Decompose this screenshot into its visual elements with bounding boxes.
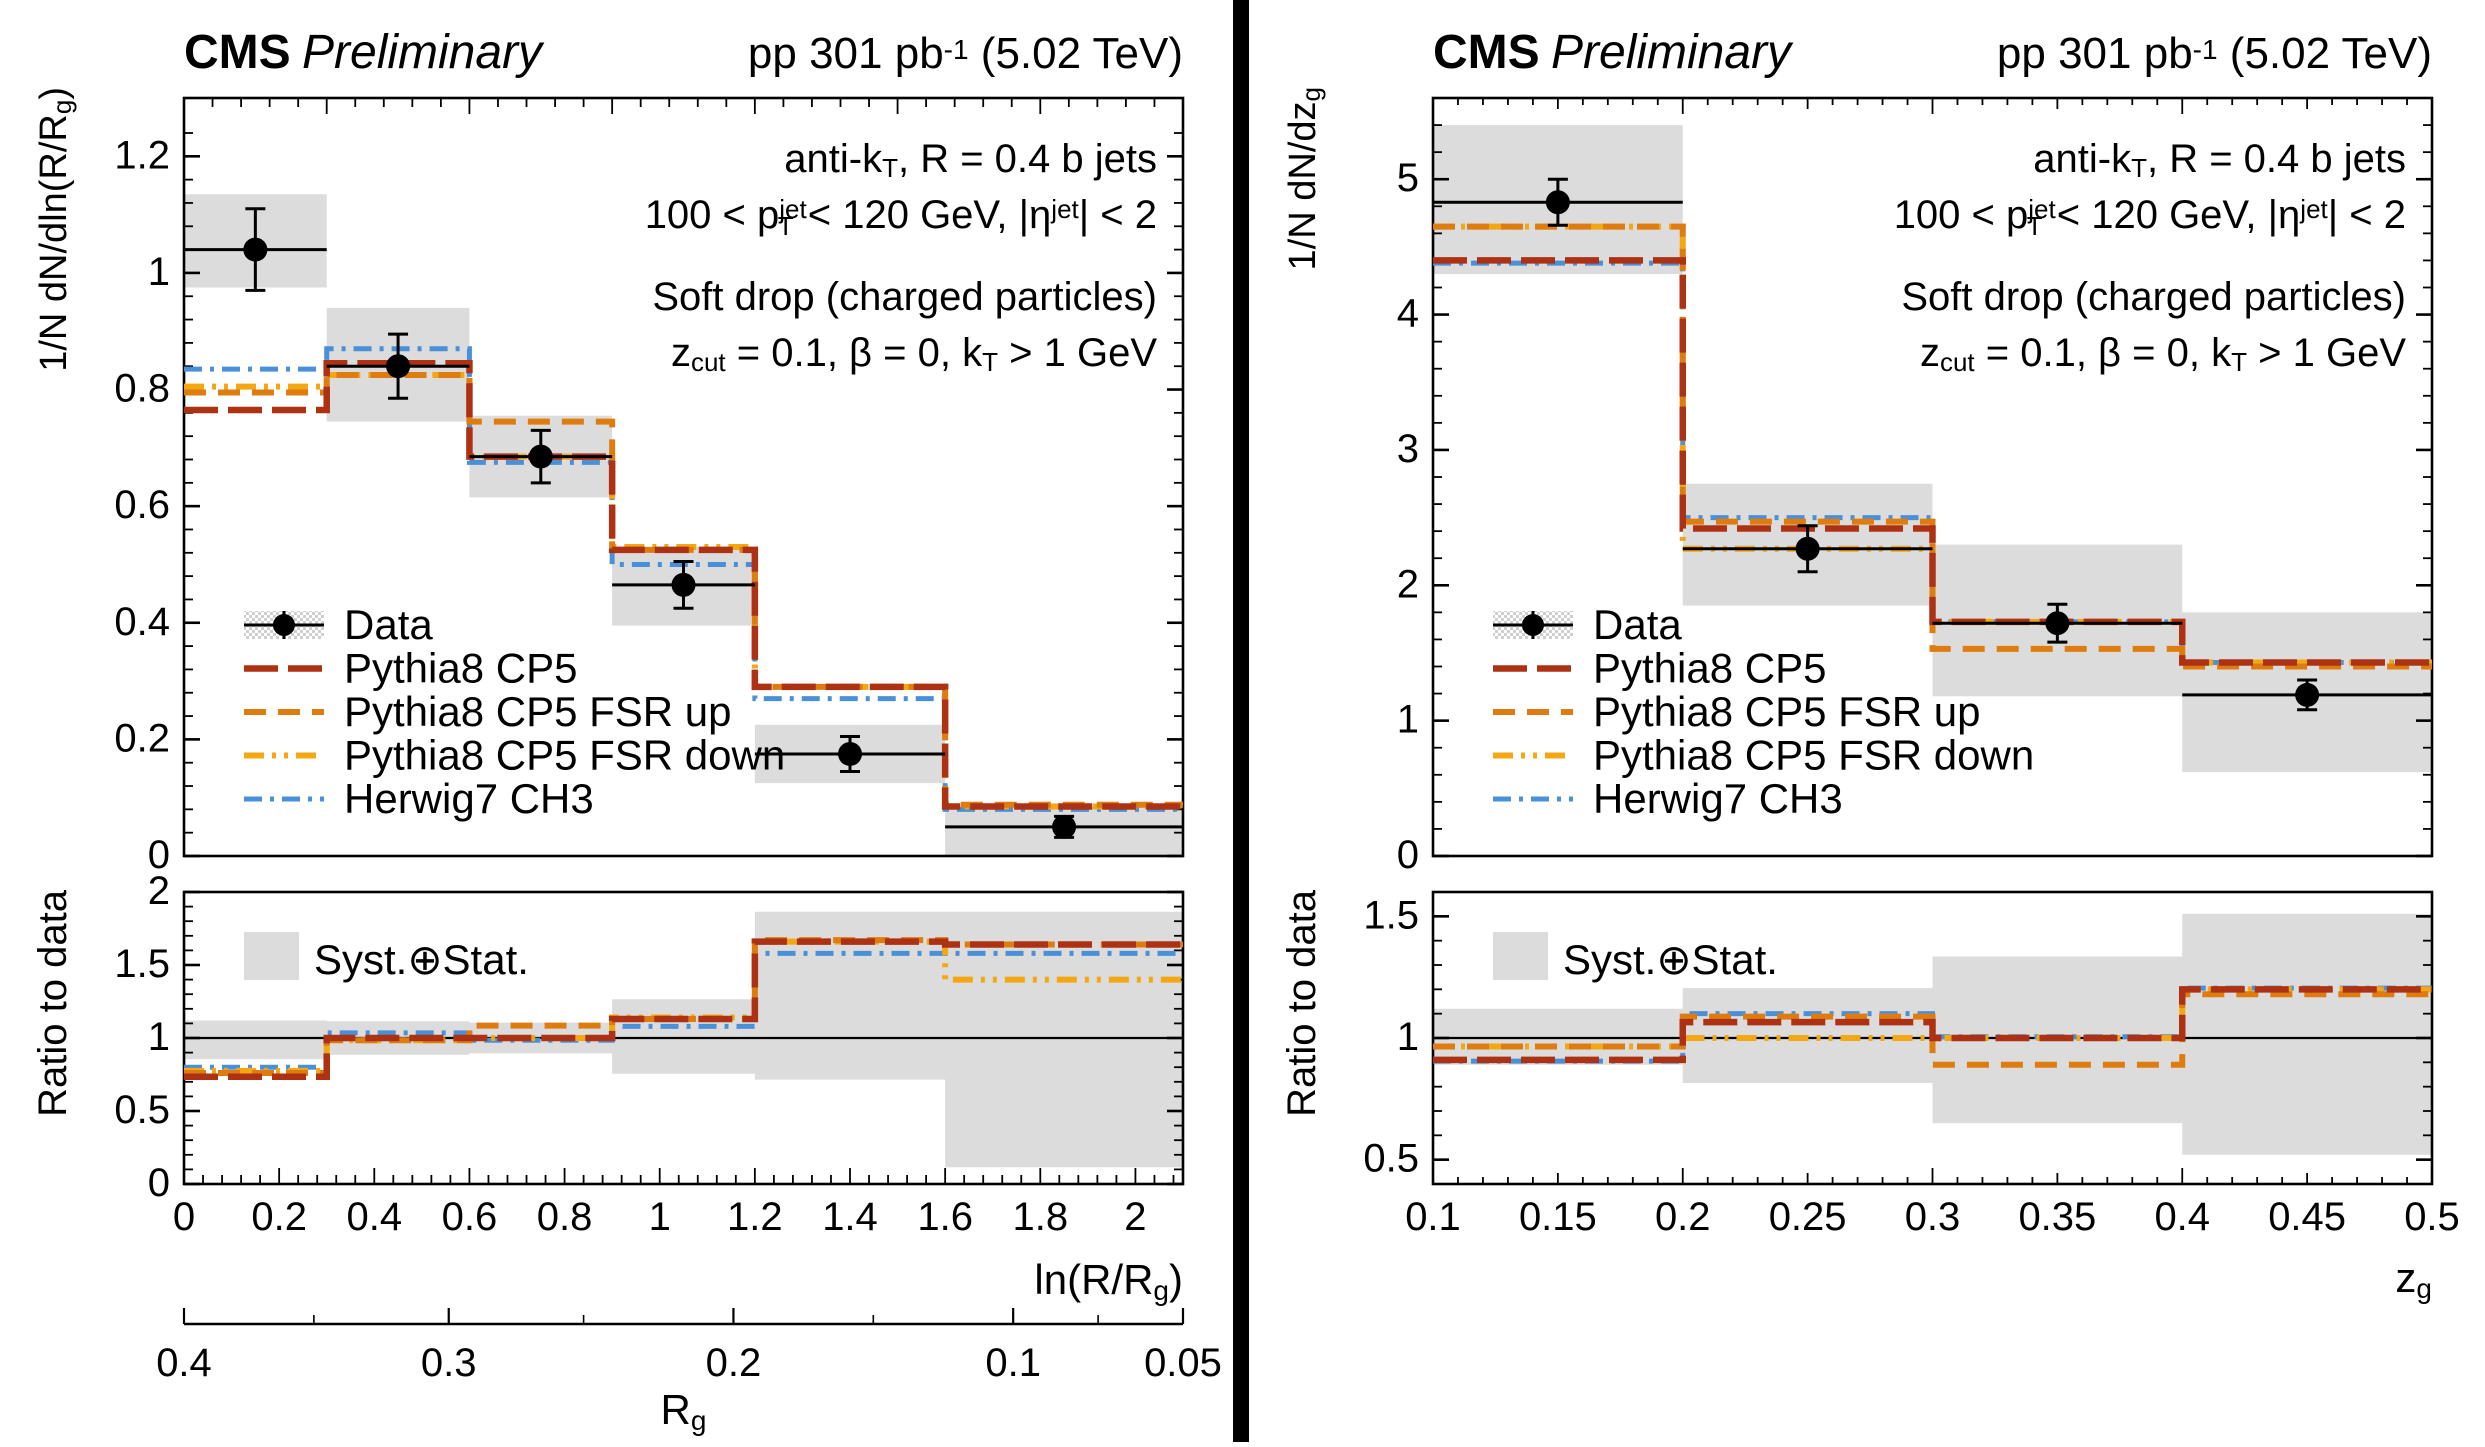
svg-text:Preliminary: Preliminary — [1551, 26, 1794, 79]
svg-text:0.25: 0.25 — [1769, 1195, 1847, 1239]
svg-text:CMS: CMS — [1433, 26, 1540, 79]
svg-text:Soft drop (charged particles): Soft drop (charged particles) — [1901, 275, 2406, 319]
svg-text:anti-kT, R = 0.4 b jets: anti-kT, R = 0.4 b jets — [2033, 137, 2406, 183]
svg-text:0.6: 0.6 — [114, 483, 170, 527]
svg-text:0.5: 0.5 — [114, 1088, 170, 1132]
svg-text:Pythia8 CP5 FSR up: Pythia8 CP5 FSR up — [1593, 688, 1981, 735]
svg-text:1: 1 — [1397, 698, 1419, 742]
svg-text:Pythia8 CP5 FSR up: Pythia8 CP5 FSR up — [344, 688, 732, 735]
svg-text:0.2: 0.2 — [1655, 1195, 1711, 1239]
svg-text:0.1: 0.1 — [985, 1341, 1041, 1385]
svg-text:Pythia8 CP5 FSR down: Pythia8 CP5 FSR down — [344, 732, 785, 779]
svg-text:0.05: 0.05 — [1144, 1341, 1222, 1385]
svg-text:Pythia8 CP5: Pythia8 CP5 — [344, 645, 577, 692]
svg-text:1.2: 1.2 — [114, 133, 170, 177]
svg-text:0.15: 0.15 — [1519, 1195, 1597, 1239]
svg-text:1: 1 — [148, 250, 170, 294]
svg-text:Syst.⊕Stat.: Syst.⊕Stat. — [1563, 936, 1778, 983]
svg-text:2: 2 — [1124, 1195, 1146, 1239]
svg-text:1.6: 1.6 — [917, 1195, 973, 1239]
svg-text:0.8: 0.8 — [114, 367, 170, 411]
svg-text:Pythia8 CP5: Pythia8 CP5 — [1593, 645, 1826, 692]
svg-text:Ratio to data: Ratio to data — [31, 889, 75, 1117]
svg-text:1: 1 — [1397, 1015, 1419, 1059]
svg-text:Ratio to data: Ratio to data — [1280, 889, 1324, 1117]
svg-text:0.5: 0.5 — [2404, 1195, 2460, 1239]
svg-text:0.8: 0.8 — [537, 1195, 593, 1239]
svg-text:Herwig7 CH3: Herwig7 CH3 — [1593, 775, 1843, 822]
svg-text:0: 0 — [1397, 833, 1419, 877]
svg-text:0.3: 0.3 — [421, 1341, 477, 1385]
svg-text:1/N dN/dzg: 1/N dN/dzg — [1282, 87, 1326, 270]
svg-text:0.6: 0.6 — [442, 1195, 498, 1239]
svg-text:0.4: 0.4 — [346, 1195, 402, 1239]
svg-text:zcut = 0.1, β = 0, kT > 1 GeV: zcut = 0.1, β = 0, kT > 1 GeV — [671, 331, 1157, 377]
svg-text:1.5: 1.5 — [1363, 893, 1419, 937]
svg-text:Syst.⊕Stat.: Syst.⊕Stat. — [314, 936, 529, 983]
svg-text:0.35: 0.35 — [2018, 1195, 2096, 1239]
svg-text:0.4: 0.4 — [114, 600, 170, 644]
svg-text:1.4: 1.4 — [822, 1195, 878, 1239]
svg-text:0: 0 — [173, 1195, 195, 1239]
svg-text:Data: Data — [344, 601, 433, 648]
svg-text:1: 1 — [148, 1015, 170, 1059]
svg-text:3: 3 — [1397, 427, 1419, 471]
svg-text:0.2: 0.2 — [706, 1341, 762, 1385]
svg-text:1: 1 — [649, 1195, 671, 1239]
svg-text:anti-kT, R = 0.4 b jets: anti-kT, R = 0.4 b jets — [784, 137, 1157, 183]
svg-text:0.4: 0.4 — [156, 1341, 212, 1385]
svg-text:1.2: 1.2 — [727, 1195, 783, 1239]
svg-text:0.4: 0.4 — [2154, 1195, 2210, 1239]
svg-text:1/N dN/dln(R/Rg): 1/N dN/dln(R/Rg) — [33, 87, 77, 372]
svg-text:2: 2 — [1397, 562, 1419, 606]
svg-text:5: 5 — [1397, 156, 1419, 200]
svg-text:4: 4 — [1397, 292, 1419, 336]
svg-text:Preliminary: Preliminary — [302, 26, 545, 79]
svg-text:Data: Data — [1593, 601, 1682, 648]
svg-text:1.5: 1.5 — [114, 942, 170, 986]
svg-text:1.8: 1.8 — [1012, 1195, 1068, 1239]
svg-text:Herwig7 CH3: Herwig7 CH3 — [344, 775, 594, 822]
svg-text:Soft drop (charged particles): Soft drop (charged particles) — [652, 275, 1157, 319]
svg-text:0.3: 0.3 — [1905, 1195, 1961, 1239]
svg-text:0.1: 0.1 — [1405, 1195, 1461, 1239]
svg-text:0.45: 0.45 — [2268, 1195, 2346, 1239]
svg-text:2: 2 — [148, 869, 170, 913]
svg-text:0: 0 — [148, 1161, 170, 1205]
svg-text:Pythia8 CP5 FSR down: Pythia8 CP5 FSR down — [1593, 732, 2034, 779]
svg-text:0.5: 0.5 — [1363, 1137, 1419, 1181]
svg-text:0.2: 0.2 — [114, 716, 170, 760]
svg-text:zcut = 0.1, β = 0, kT > 1 GeV: zcut = 0.1, β = 0, kT > 1 GeV — [1920, 331, 2406, 377]
svg-text:CMS: CMS — [184, 26, 291, 79]
svg-text:0.2: 0.2 — [251, 1195, 307, 1239]
